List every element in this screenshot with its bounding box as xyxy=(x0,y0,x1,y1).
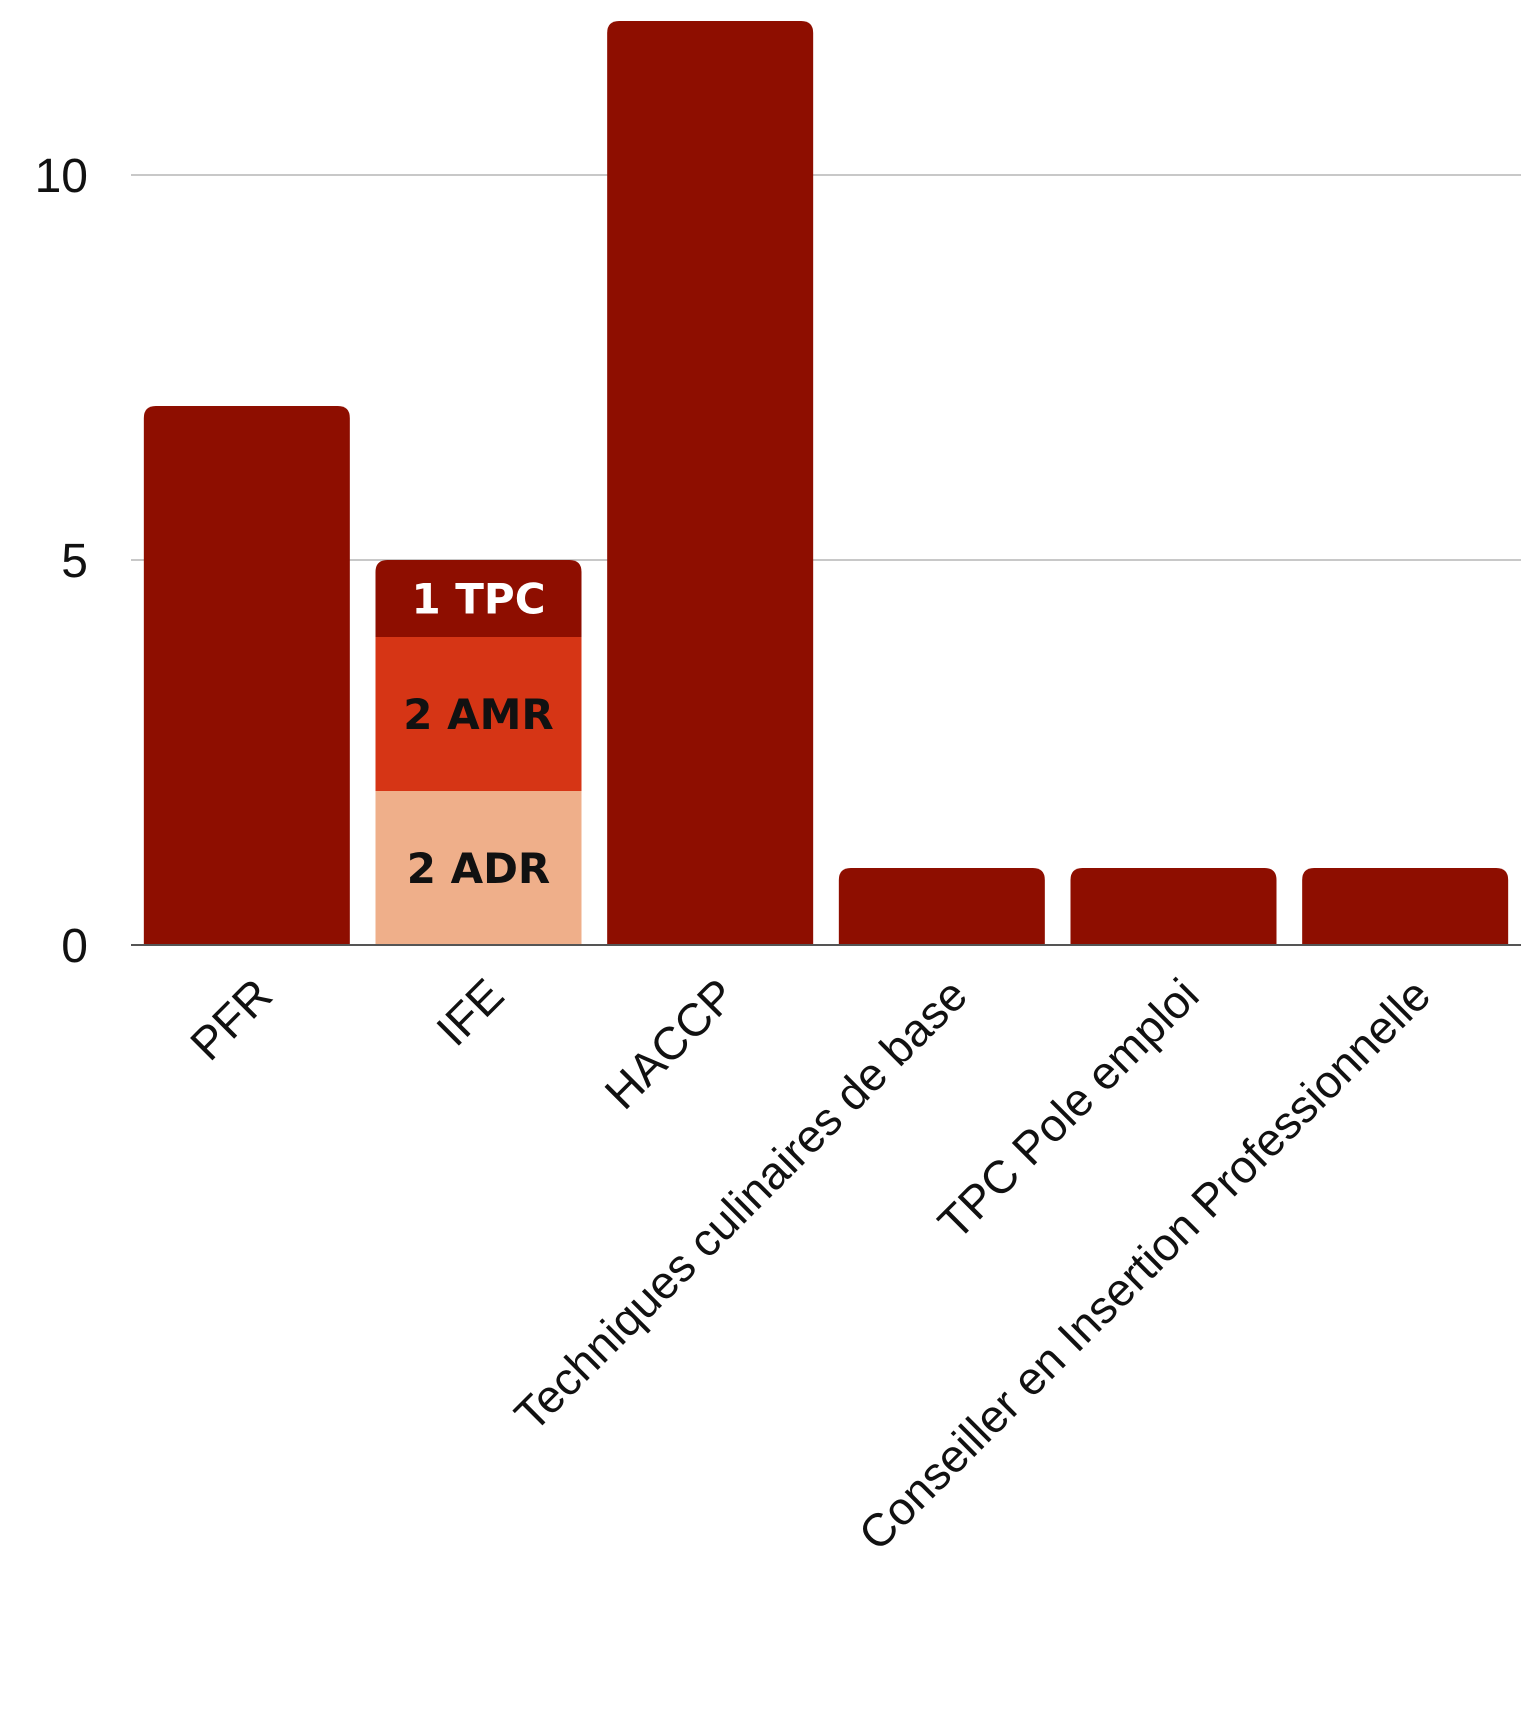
bar-segment xyxy=(607,21,814,945)
y-tick-label: 0 xyxy=(61,920,88,973)
bar-segment xyxy=(143,406,350,945)
bar-segment xyxy=(375,560,582,637)
bar-segment xyxy=(838,868,1045,945)
x-tick-label: Techniques culinaires de base xyxy=(504,968,977,1441)
bars xyxy=(143,21,1509,945)
x-tick-label: HACCP xyxy=(595,968,746,1119)
bar-segment xyxy=(1070,868,1277,945)
data-label: 2 AMR xyxy=(403,690,554,739)
bar-segment xyxy=(375,637,582,791)
y-tick-label: 5 xyxy=(61,535,88,588)
y-tick-label: 10 xyxy=(35,150,88,203)
bar-segment xyxy=(375,791,582,945)
data-label: 1 TPC xyxy=(411,575,545,624)
x-tick-label: IFE xyxy=(426,968,513,1055)
data-label: 2 ADR xyxy=(407,844,551,893)
x-tick-label: PFR xyxy=(180,968,282,1070)
gridlines xyxy=(131,174,1521,561)
bar-segment xyxy=(1302,868,1509,945)
